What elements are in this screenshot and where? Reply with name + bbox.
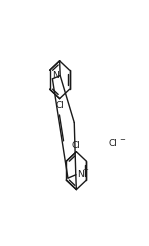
Text: −: − (120, 137, 126, 143)
Text: Cl: Cl (109, 139, 118, 148)
Text: Cl: Cl (55, 101, 64, 109)
Text: N: N (77, 170, 84, 179)
Text: +: + (82, 167, 88, 173)
Text: Cl: Cl (72, 141, 81, 150)
Text: N: N (52, 71, 58, 80)
